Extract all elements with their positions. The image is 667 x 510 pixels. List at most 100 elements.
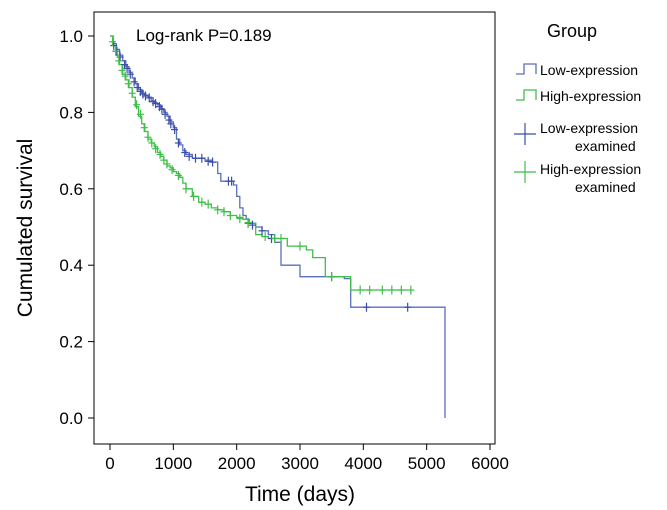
- x-tick-label: 6000: [471, 454, 509, 473]
- censor-mark: [144, 132, 152, 142]
- censor-mark: [356, 285, 364, 295]
- legend-label: Low-expression: [540, 120, 638, 136]
- censor-mark: [133, 100, 141, 110]
- censor-mark: [168, 165, 176, 175]
- censor-mark: [126, 69, 134, 79]
- y-tick-label: 0.2: [59, 333, 83, 352]
- censor-mark: [124, 79, 132, 89]
- censor-mark: [174, 170, 182, 180]
- censor-mark: [220, 207, 228, 217]
- series-line-low-expression: [110, 35, 446, 418]
- censor-mark: [214, 205, 222, 215]
- censor-mark: [226, 211, 234, 221]
- censor-mark: [198, 197, 206, 207]
- censor-mark: [148, 138, 156, 148]
- legend-label: examined: [575, 138, 636, 154]
- x-tick-label: 0: [105, 454, 114, 473]
- censor-mark: [378, 285, 386, 295]
- censor-mark: [110, 41, 118, 51]
- censor-mark: [121, 71, 129, 81]
- legend-label: Low-expression: [540, 62, 638, 78]
- censor-mark: [328, 272, 336, 282]
- censor-mark: [161, 109, 169, 119]
- censor-mark: [152, 144, 160, 154]
- censor-mark: [133, 83, 141, 93]
- censor-mark: [109, 37, 117, 47]
- x-tick-label: 2000: [218, 454, 256, 473]
- series-line-high-expression: [110, 35, 408, 291]
- legend-label: High-expression: [540, 88, 641, 104]
- censor-mark: [404, 302, 412, 312]
- x-tick-label: 3000: [281, 454, 319, 473]
- censor-mark: [198, 153, 206, 163]
- y-tick-label: 0.4: [59, 256, 83, 275]
- censor-mark: [123, 63, 131, 73]
- x-tick-label: 4000: [344, 454, 382, 473]
- censor-mark: [397, 285, 405, 295]
- censor-mark: [118, 65, 126, 75]
- plot-frame: [93, 11, 496, 445]
- log-rank-annotation: Log-rank P=0.189: [136, 26, 272, 45]
- legend-label: High-expression: [540, 161, 641, 177]
- censor-mark: [182, 184, 190, 194]
- censor-mark: [158, 104, 166, 114]
- censor-mark: [160, 155, 168, 165]
- censor-mark: [366, 285, 374, 295]
- censor-mark: [181, 148, 189, 158]
- censor-mark: [145, 93, 153, 103]
- censor-mark: [152, 99, 160, 109]
- legend-step-swatch: [516, 63, 537, 75]
- legend: Low-expression High-expression Low-express…: [514, 62, 641, 195]
- legend-step-swatch: [516, 89, 537, 101]
- censor-mark: [296, 241, 304, 251]
- censor-mark: [174, 138, 182, 148]
- censor-mark: [167, 119, 175, 129]
- censor-mark: [244, 217, 252, 227]
- censor-mark: [277, 233, 285, 243]
- censor-mark: [249, 220, 256, 230]
- censor-mark: [130, 77, 138, 87]
- y-tick-label: 1.0: [59, 27, 83, 46]
- legend-item: High-expression: [516, 88, 641, 104]
- censor-mark: [363, 302, 370, 312]
- censor-mark: [128, 88, 136, 98]
- censor-mark: [228, 176, 236, 186]
- censor-mark: [204, 199, 212, 209]
- x-tick-label: 5000: [408, 454, 446, 473]
- censor-mark: [271, 233, 279, 243]
- censor-mark: [258, 226, 266, 236]
- y-tick-label: 0.6: [59, 180, 83, 199]
- censor-mark: [171, 125, 179, 135]
- censor-mark: [112, 46, 120, 56]
- censor-mark: [192, 153, 199, 163]
- censor-mark: [407, 285, 415, 295]
- legend-label: examined: [575, 179, 636, 195]
- legend-item: Low-expression examined: [514, 120, 638, 154]
- y-tick-label: 0.0: [59, 409, 83, 428]
- censor-mark: [190, 191, 198, 201]
- y-axis-title: Cumulated survival: [14, 139, 37, 318]
- legend-title: Group: [547, 21, 597, 41]
- censor-mark: [209, 157, 217, 167]
- y-tick-label: 0.8: [59, 103, 83, 122]
- censor-mark: [140, 123, 148, 133]
- legend-item: Low-expression: [516, 62, 638, 78]
- x-axis-title: Time (days): [245, 483, 355, 506]
- series-layer: [110, 35, 446, 418]
- censor-mark: [163, 159, 171, 169]
- censor-mark: [115, 56, 123, 66]
- censor-mark: [116, 52, 124, 62]
- censor-mark: [388, 285, 396, 295]
- censor-mark: [204, 156, 212, 166]
- x-tick-label: 1000: [154, 454, 192, 473]
- censor-mark: [236, 214, 244, 224]
- legend-item: High-expression examined: [514, 161, 641, 195]
- censor-mark: [141, 91, 149, 101]
- censor-mark: [156, 149, 164, 159]
- censor-layer: [109, 37, 415, 312]
- censor-mark: [261, 232, 269, 242]
- censor-mark: [185, 151, 193, 161]
- axis-ticks: 0 1000 2000 3000 4000 5000 6000 0.0 0.2 0.4 0.6 0.8…: [59, 27, 509, 473]
- censor-mark: [136, 109, 144, 119]
